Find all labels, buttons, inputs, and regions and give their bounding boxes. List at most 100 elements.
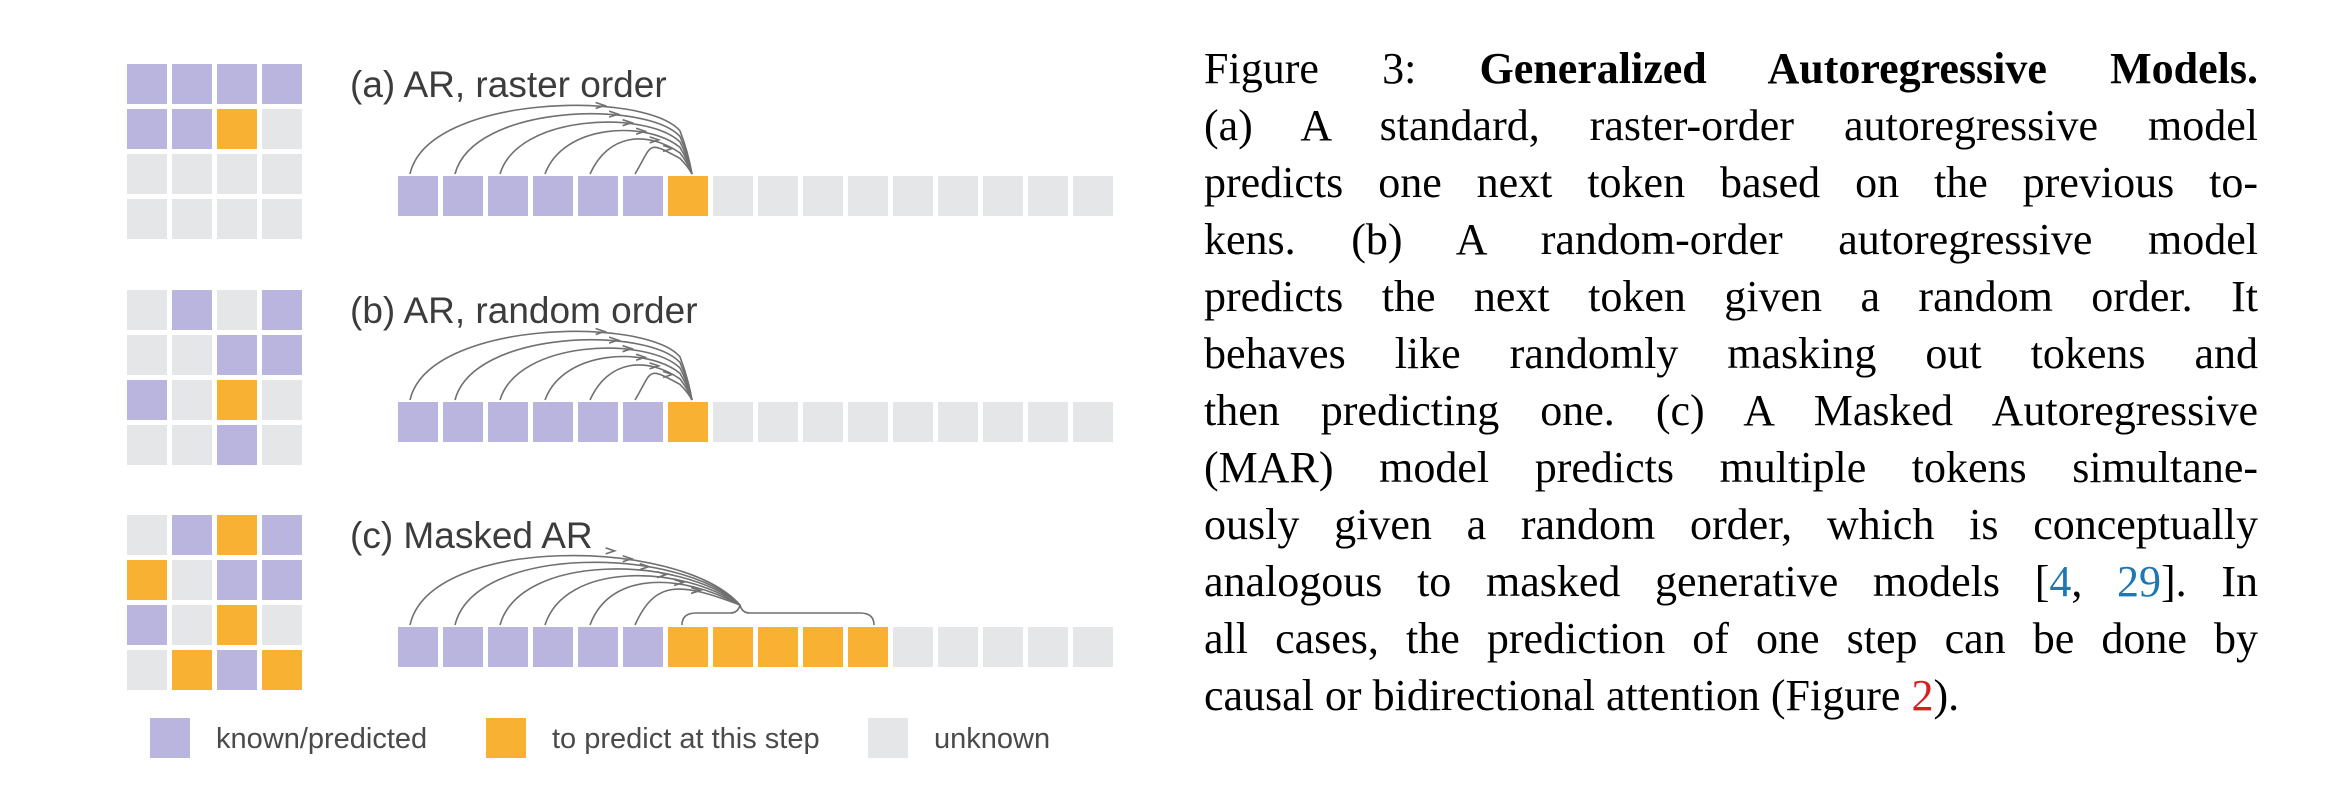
- arc-arrowhead: [635, 127, 648, 136]
- grid-token: [172, 560, 212, 600]
- figure-caption: Figure 3: Generalized Autoregressive Mod…: [1204, 40, 2258, 724]
- grid-token: [172, 335, 212, 375]
- grid-token: [217, 425, 257, 465]
- grid-token: [217, 650, 257, 690]
- grid-token: [262, 650, 302, 690]
- grid-token: [262, 64, 302, 104]
- dependency-arc: [499, 121, 693, 175]
- grid-token: [262, 605, 302, 645]
- grid-token: [127, 515, 167, 555]
- arc-arrowhead: [595, 327, 608, 336]
- caption-line: (a) A standard, raster-order autoregress…: [1204, 97, 2258, 154]
- grid-token: [217, 64, 257, 104]
- caption-line: analogous to masked generative models [4…: [1204, 553, 2258, 610]
- grid-token: [262, 560, 302, 600]
- grid-token: [172, 154, 212, 194]
- grid-token: [127, 380, 167, 420]
- panel-label: (c) Masked AR: [350, 515, 593, 556]
- grid-token: [127, 605, 167, 645]
- dependency-arc: [499, 347, 693, 401]
- sequence-token: [623, 402, 663, 442]
- caption-text: kens. (b) A random-order autoregressive …: [1204, 215, 2258, 264]
- sequence-token: [1028, 176, 1068, 216]
- citation-link[interactable]: 4: [2049, 557, 2072, 606]
- caption-text: predicts one next token based on the pre…: [1204, 158, 2258, 207]
- grid-token: [217, 335, 257, 375]
- sequence-token: [848, 176, 888, 216]
- sequence-token: [1073, 402, 1113, 442]
- dependency-arc: [454, 112, 693, 175]
- sequence-token: [758, 176, 798, 216]
- grid-token: [172, 605, 212, 645]
- grid-token: [127, 425, 167, 465]
- dependency-arc: [409, 104, 693, 175]
- caption-text: ).: [1933, 671, 1960, 720]
- sequence-token: [848, 627, 888, 667]
- grid-token: [217, 605, 257, 645]
- grid-token: [172, 515, 212, 555]
- legend-swatch-known: [150, 718, 190, 758]
- grid-token: [127, 560, 167, 600]
- grid-token: [127, 109, 167, 149]
- figure-reference-link[interactable]: 2: [1911, 671, 1934, 720]
- sequence-token: [443, 627, 483, 667]
- arc-arrowhead: [595, 101, 608, 110]
- arc-arrowhead: [635, 353, 648, 362]
- sequence-token: [758, 627, 798, 667]
- grid-token: [172, 425, 212, 465]
- grid-token: [217, 380, 257, 420]
- legend-label-unknown: unknown: [934, 723, 1050, 755]
- figure-diagram: (a) AR, raster order (b) AR, random order…: [0, 0, 1140, 792]
- sequence-token: [398, 627, 438, 667]
- caption-text: ously given a random order, which is con…: [1204, 500, 2258, 549]
- caption-text: all cases, the prediction of one step ca…: [1204, 614, 2258, 663]
- dependency-arc: [454, 338, 693, 401]
- arc-arrowhead: [622, 118, 635, 127]
- sequence-token: [533, 627, 573, 667]
- grid-token: [127, 64, 167, 104]
- arc-arrowhead: [622, 555, 635, 563]
- arc-arrowhead: [608, 336, 621, 344]
- sequence-token: [443, 402, 483, 442]
- sequence-token: [488, 402, 528, 442]
- caption-line: all cases, the prediction of one step ca…: [1204, 610, 2258, 667]
- grid-token: [262, 199, 302, 239]
- grid-token: [217, 154, 257, 194]
- legend-label-known: known/predicted: [216, 723, 427, 755]
- caption-text: (a) A standard, raster-order autoregress…: [1204, 101, 2258, 150]
- sequence-token: [803, 176, 843, 216]
- arc-arrowhead: [662, 370, 675, 379]
- sequence-token: [488, 176, 528, 216]
- sequence-token: [668, 402, 708, 442]
- figure-canvas: (a) AR, raster order (b) AR, random order…: [127, 64, 1113, 758]
- caption-text: analogous to masked generative models [: [1204, 557, 2050, 606]
- caption-line: causal or bidirectional attention (Figur…: [1204, 667, 2258, 724]
- sequence-token: [398, 402, 438, 442]
- caption-text: Figure 3:: [1204, 44, 1480, 93]
- sequence-token: [938, 402, 978, 442]
- citation-link[interactable]: 29: [2117, 557, 2162, 606]
- sequence-token: [983, 176, 1023, 216]
- sequence-token: [398, 176, 438, 216]
- grid-token: [127, 199, 167, 239]
- sequence-token: [938, 176, 978, 216]
- dependency-arc: [409, 554, 741, 626]
- sequence-token: [713, 627, 753, 667]
- caption-line: predicts one next token based on the pre…: [1204, 154, 2258, 211]
- dependency-arc: [634, 588, 741, 626]
- sequence-token: [713, 176, 753, 216]
- sequence-token: [713, 402, 753, 442]
- dependency-arc: [544, 129, 693, 175]
- sequence-token: [623, 627, 663, 667]
- dependency-arc: [634, 372, 693, 401]
- sequence-token: [1073, 627, 1113, 667]
- caption-text: causal or bidirectional attention (Figur…: [1204, 671, 1912, 720]
- caption-line: then predicting one. (c) A Masked Autore…: [1204, 382, 2258, 439]
- grid-token: [172, 109, 212, 149]
- grid-token: [262, 109, 302, 149]
- dependency-arc: [544, 355, 693, 401]
- caption-line: (MAR) model predicts multiple tokens sim…: [1204, 439, 2258, 496]
- arc-arrowhead: [662, 144, 675, 153]
- sequence-token: [893, 176, 933, 216]
- grid-token: [172, 290, 212, 330]
